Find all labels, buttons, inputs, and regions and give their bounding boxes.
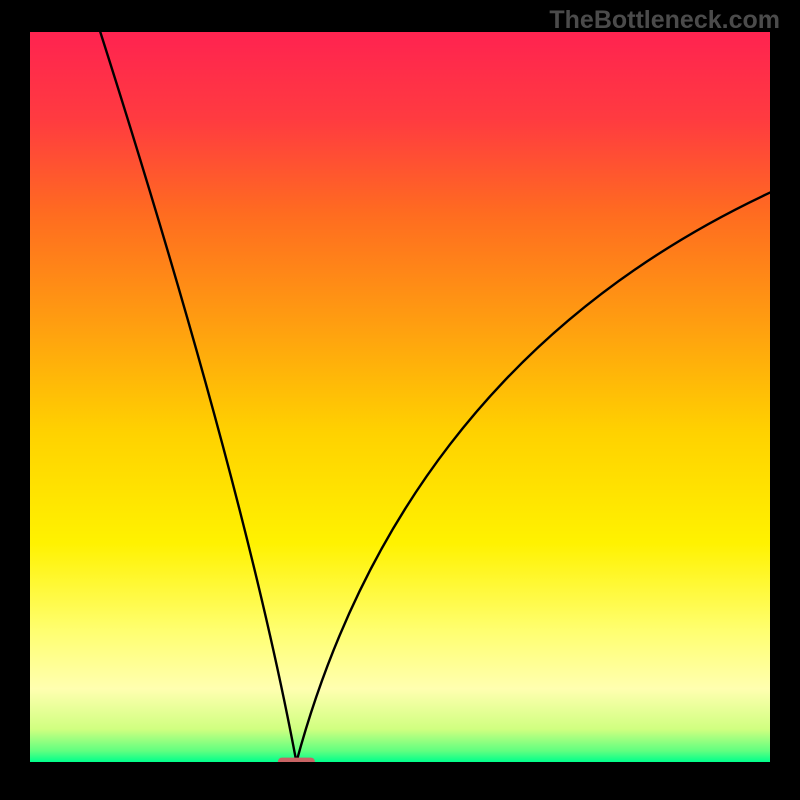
chart-svg [30,32,770,762]
chart-background [30,32,770,762]
chart-plot-area [30,32,770,762]
canvas-root: TheBottleneck.com [0,0,800,800]
watermark-text: TheBottleneck.com [549,6,780,35]
dip-marker [278,758,315,762]
